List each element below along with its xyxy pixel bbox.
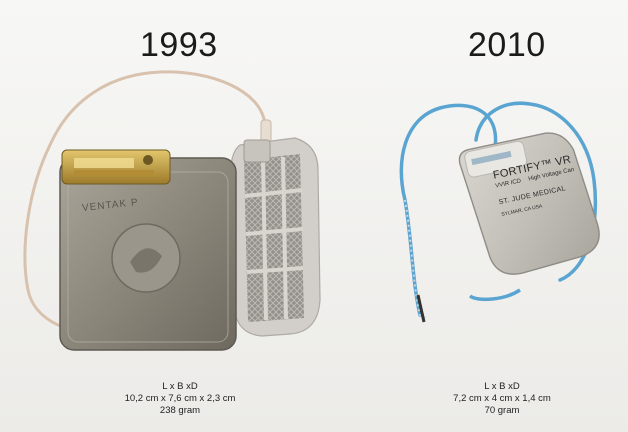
icd-2010 — [458, 132, 600, 275]
year-1993: 1993 — [140, 26, 218, 64]
patch-electrode — [229, 137, 321, 337]
dimensions-header-1993: L x B xD — [162, 381, 198, 392]
weight-1993: 238 gram — [159, 405, 201, 416]
icd-1993 — [59, 149, 237, 351]
year-2010: 2010 — [468, 26, 546, 64]
dimensions-2010: 7,2 cm x 4 cm x 1,4 cm — [453, 393, 551, 404]
weight-2010: 70 gram — [484, 405, 520, 416]
lead-tip — [416, 294, 426, 323]
dimensions-header-2010: L x B xD — [484, 381, 520, 392]
spec-2010: L x B xD 7,2 cm x 4 cm x 1,4 cm 70 gram — [402, 381, 602, 417]
lead-tail — [468, 288, 521, 302]
spec-1993: L x B xD 10,2 cm x 7,6 cm x 2,3 cm 238 g… — [80, 381, 280, 417]
dimensions-1993: 10,2 cm x 7,6 cm x 2,3 cm — [124, 393, 236, 404]
lead-coil — [404, 199, 427, 319]
